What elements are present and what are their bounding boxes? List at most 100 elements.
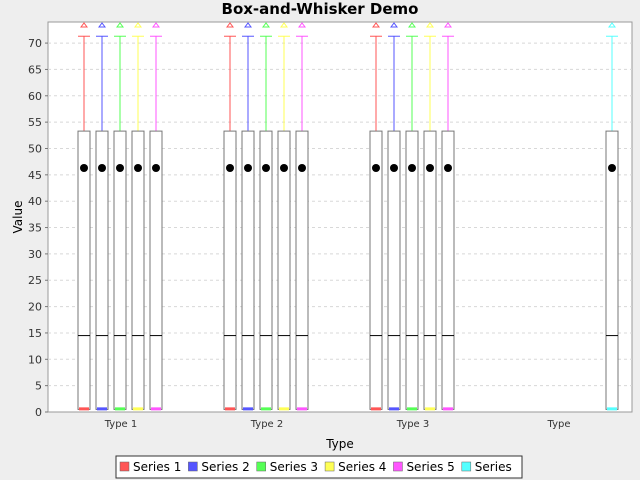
box-2-4 (277, 22, 291, 411)
y-tick-label: 20 (28, 301, 42, 314)
legend-label: Series 1 (133, 460, 181, 474)
box-body (131, 130, 145, 410)
x-axis-title: Type (325, 437, 354, 451)
box-2-5 (295, 22, 309, 411)
box-body (295, 130, 309, 410)
box-base (297, 407, 307, 411)
legend-swatch (256, 461, 266, 472)
y-tick-label: 5 (35, 380, 42, 393)
box-3-5 (441, 22, 455, 411)
box-body (259, 130, 273, 410)
box-body (241, 130, 255, 410)
mean-marker (116, 163, 124, 172)
mean-marker (80, 163, 88, 172)
x-tick-label: Type (547, 419, 571, 430)
box-base (407, 407, 417, 411)
box-1-2 (95, 22, 109, 411)
box-body (441, 130, 455, 410)
mean-marker (372, 163, 380, 172)
legend-label: Series 2 (201, 460, 249, 474)
y-tick-label: 65 (28, 63, 42, 76)
x-tick-label: Type 1 (104, 419, 138, 430)
legend-swatch (393, 461, 403, 472)
chart-title: Box-and-Whisker Demo (222, 0, 419, 18)
box-base (225, 407, 235, 411)
box-1-3 (113, 22, 127, 411)
box-base (243, 407, 253, 411)
box-4-6 (605, 22, 619, 411)
legend-label: Series 4 (338, 460, 386, 474)
box-3-1 (369, 22, 383, 411)
box-base (279, 407, 289, 411)
y-axis: 0 5 10 15 20 25 30 35 40 45 50 55 60 65 70 (28, 37, 48, 419)
outlier-marker (444, 22, 452, 28)
box-base (443, 407, 453, 411)
outlier-marker (408, 22, 416, 28)
box-body (387, 130, 401, 410)
box-2-2 (241, 22, 255, 411)
mean-marker (98, 163, 106, 172)
y-tick-label: 25 (28, 274, 42, 287)
box-base (133, 407, 143, 411)
box-body (95, 130, 109, 410)
box-body (405, 130, 419, 410)
legend-swatch (461, 461, 472, 472)
box-2-3 (259, 22, 273, 411)
legend-item-6: Series (461, 460, 512, 474)
plot-area (47, 21, 633, 413)
box-base (425, 407, 435, 411)
box-base (389, 407, 399, 411)
legend-label: Series 3 (270, 460, 318, 474)
outlier-marker (390, 22, 398, 28)
mean-marker (262, 163, 270, 172)
y-tick-label: 15 (28, 327, 42, 340)
box-1-5 (149, 22, 163, 411)
box-base (607, 407, 617, 411)
box-body (77, 130, 91, 410)
grid-lines (48, 42, 632, 387)
x-tick-label: Type 3 (396, 419, 430, 430)
mean-marker (298, 163, 306, 172)
mean-marker (426, 163, 434, 172)
box-3-3 (405, 22, 419, 411)
y-axis-title: Value (11, 201, 25, 234)
outlier-marker (98, 22, 106, 28)
mean-marker (280, 163, 288, 172)
legend-item-4: Series 4 (324, 460, 386, 474)
legend-label: Series (475, 460, 512, 474)
box-body (369, 130, 383, 410)
outlier-marker (372, 22, 380, 28)
box-2-1 (223, 22, 237, 411)
y-tick-label: 30 (28, 248, 42, 261)
box-body (277, 130, 291, 410)
y-tick-label: 40 (28, 195, 42, 208)
box-body (113, 130, 127, 410)
mean-marker (244, 163, 252, 172)
y-tick-label: 0 (35, 406, 42, 419)
y-tick-label: 45 (28, 169, 42, 182)
box-body (605, 130, 619, 410)
mean-marker (226, 163, 234, 172)
outlier-marker (426, 22, 434, 28)
box-1-1 (77, 22, 91, 411)
mean-marker (152, 163, 160, 172)
box-1-4 (131, 22, 145, 411)
outlier-marker (134, 22, 142, 28)
legend: Series 1 Series 2 Series 3 Series 4 Series 5… (115, 455, 523, 479)
box-base (261, 407, 271, 411)
legend-label: Series 5 (406, 460, 454, 474)
box-base (79, 407, 89, 411)
outlier-marker (226, 22, 234, 28)
y-tick-label: 35 (28, 222, 42, 235)
x-axis: Type 1 Type 2 Type 3 Type (104, 419, 571, 430)
mean-marker (444, 163, 452, 172)
y-tick-label: 55 (28, 116, 42, 129)
legend-item-5: Series 5 (393, 460, 455, 474)
box-body (423, 130, 437, 410)
box-base (371, 407, 381, 411)
legend-box (115, 455, 523, 479)
y-tick-label: 70 (28, 37, 42, 50)
box-3-4 (423, 22, 437, 411)
outlier-marker (280, 22, 288, 28)
y-tick-label: 10 (28, 353, 42, 366)
